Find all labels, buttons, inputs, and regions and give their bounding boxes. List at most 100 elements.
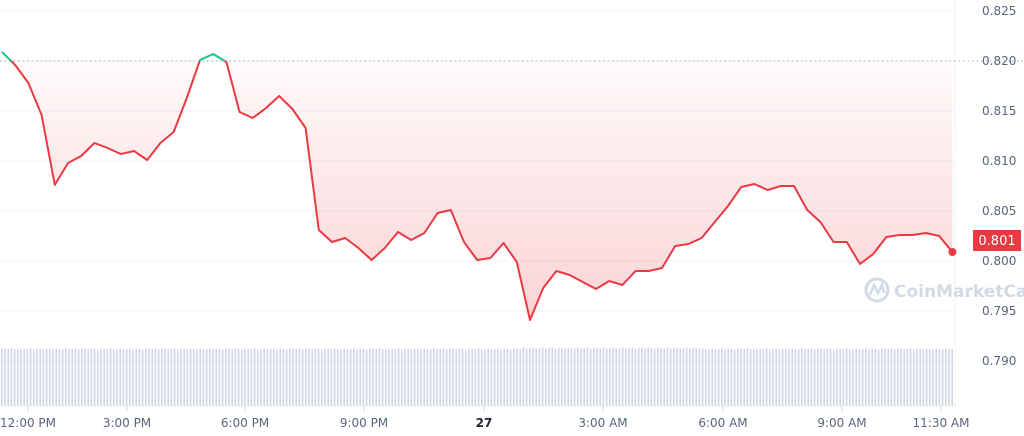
- volume-bar: [833, 349, 835, 406]
- volume-bar: [631, 347, 633, 406]
- volume-bar: [807, 349, 809, 406]
- volume-bar: [775, 348, 777, 406]
- volume-bar: [692, 347, 694, 406]
- volume-bar: [74, 348, 77, 406]
- volume-bar: [897, 349, 899, 406]
- volume-bar: [567, 347, 569, 406]
- volume-bar: [29, 348, 32, 406]
- volume-bar: [625, 348, 627, 406]
- volume-bar: [762, 349, 765, 406]
- volume-bar: [237, 348, 240, 406]
- volume-bar: [132, 349, 134, 406]
- volume-bar: [362, 348, 365, 406]
- volume-bar: [109, 348, 112, 406]
- volume-bar: [353, 348, 355, 406]
- volume-bar: [317, 348, 320, 406]
- volume-bar: [301, 349, 304, 406]
- volume-bar: [794, 349, 797, 406]
- volume-bar: [340, 349, 342, 406]
- volume-bar: [503, 348, 505, 406]
- volume-bar: [698, 348, 701, 406]
- volume-bar: [298, 348, 301, 406]
- volume-bar: [103, 349, 105, 406]
- volume-bar: [599, 348, 601, 406]
- volume-bar: [394, 349, 397, 406]
- volume-bar: [804, 349, 806, 406]
- volume-bar: [596, 347, 598, 406]
- volume-bar: [727, 348, 729, 406]
- x-tick-label: 6:00 PM: [221, 416, 269, 430]
- volume-bar: [157, 349, 160, 406]
- volume-bar: [916, 348, 918, 406]
- volume-bar: [593, 347, 595, 406]
- volume-bar: [100, 348, 102, 406]
- volume-bar: [577, 347, 579, 406]
- volume-bar: [868, 349, 870, 406]
- volume-bar: [433, 348, 435, 406]
- volume-bar: [413, 348, 416, 406]
- volume-bar: [263, 348, 265, 406]
- volume-bar: [228, 348, 230, 406]
- volume-bar: [33, 349, 35, 406]
- volume-bar: [765, 348, 768, 406]
- volume-bar: [826, 348, 829, 406]
- volume-bar: [13, 349, 16, 406]
- volume-bar: [663, 348, 665, 406]
- volume-bar: [522, 347, 525, 406]
- volume-bar: [516, 349, 518, 406]
- volume-bar: [583, 348, 585, 406]
- volume-bar: [529, 348, 531, 406]
- volume-bar: [327, 348, 329, 406]
- x-tick-label: 11:30 AM: [913, 416, 970, 430]
- volume-bar: [260, 349, 262, 406]
- last-price-badge: [973, 230, 1021, 251]
- volume-bar: [903, 349, 905, 406]
- volume-bar: [861, 348, 864, 406]
- volume-bar: [81, 348, 83, 406]
- volume-bar: [474, 349, 477, 406]
- volume-bar: [23, 349, 25, 406]
- volume-bar: [442, 348, 445, 406]
- volume-bar: [538, 347, 541, 406]
- volume-bar: [877, 349, 880, 406]
- volume-bar: [429, 349, 432, 406]
- volume-bar: [119, 348, 121, 406]
- volume-bar: [653, 348, 656, 406]
- volume-bar: [426, 349, 429, 406]
- volume-bar: [471, 349, 473, 406]
- volume-bar: [452, 348, 454, 406]
- volume-bar: [186, 349, 189, 406]
- volume-bar: [26, 349, 29, 406]
- volume-bar: [349, 349, 352, 406]
- volume-bar: [721, 348, 723, 406]
- volume-bar: [199, 348, 201, 406]
- volume-bar: [477, 348, 480, 406]
- volume-bar: [717, 349, 720, 406]
- volume-bar: [810, 348, 813, 406]
- volume-bar: [45, 348, 48, 406]
- volume-bar: [519, 349, 521, 406]
- volume-bar: [141, 349, 144, 406]
- volume-bar: [906, 348, 909, 406]
- volume-bar: [778, 349, 781, 406]
- volume-bar: [724, 349, 726, 406]
- volume-bar: [404, 348, 406, 406]
- volume-bar: [618, 348, 621, 406]
- volume-bar: [465, 349, 467, 406]
- volume-bar: [87, 349, 89, 406]
- volume-bar: [359, 348, 361, 406]
- volume-bar: [305, 349, 307, 406]
- volume-bar: [276, 349, 278, 406]
- volume-bar: [397, 348, 400, 406]
- volume-bar: [257, 349, 259, 406]
- volume-bar: [650, 347, 653, 406]
- volume-bar: [189, 348, 192, 406]
- x-tick-label: 3:00 AM: [578, 416, 627, 430]
- price-line-down: [9, 61, 954, 321]
- volume-bar: [679, 348, 681, 406]
- volume-bar: [378, 348, 381, 406]
- volume-bar: [1, 348, 3, 406]
- volume-bar: [324, 348, 326, 406]
- volume-bar: [634, 348, 637, 406]
